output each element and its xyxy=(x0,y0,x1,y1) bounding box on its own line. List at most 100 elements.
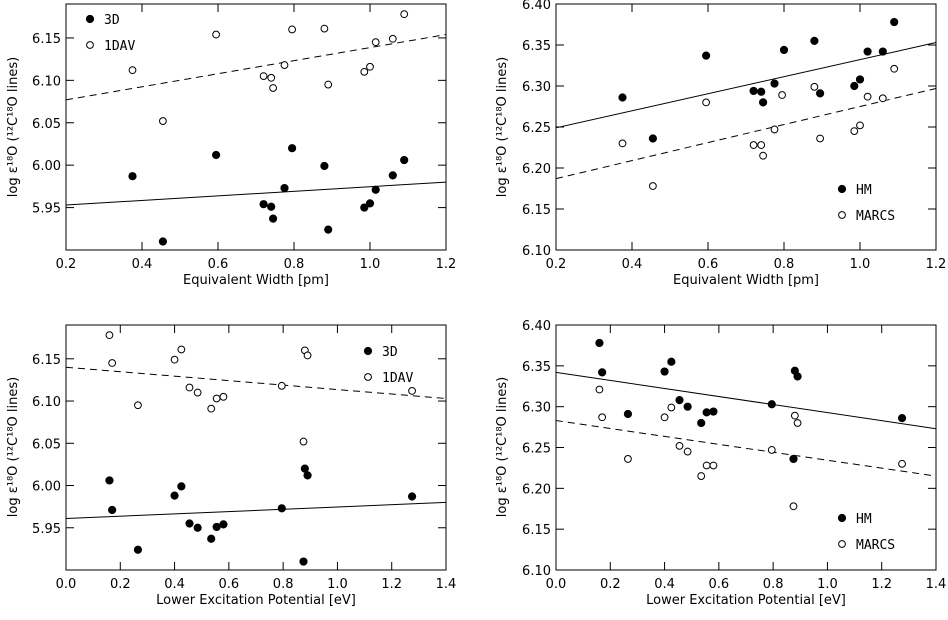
series-marcs xyxy=(555,385,937,511)
x-tick-label: 0.8 xyxy=(284,257,305,272)
data-point xyxy=(277,381,286,390)
data-point xyxy=(303,471,312,480)
data-point xyxy=(890,17,899,27)
data-point xyxy=(667,357,676,366)
y-tick-label: 6.30 xyxy=(522,80,551,95)
data-point xyxy=(159,117,167,125)
data-point xyxy=(365,199,375,208)
data-point xyxy=(595,338,604,348)
x-tick-label: 0.4 xyxy=(164,577,185,592)
fit-line xyxy=(555,371,937,430)
data-point xyxy=(288,25,297,34)
x-tick-label: 1.2 xyxy=(926,257,947,272)
data-point xyxy=(598,368,607,377)
data-point xyxy=(683,402,692,411)
data-point xyxy=(770,79,779,88)
x-tick-label: 1.2 xyxy=(871,577,892,592)
data-point xyxy=(185,519,194,528)
data-point xyxy=(300,464,309,473)
data-point xyxy=(660,413,669,422)
data-point xyxy=(133,545,143,554)
x-tick-label: 0.8 xyxy=(763,577,784,592)
x-tick-label: 0.6 xyxy=(709,577,730,592)
legend-marker xyxy=(838,540,846,548)
data-point xyxy=(749,141,758,149)
data-point xyxy=(400,155,409,165)
fit-line xyxy=(555,42,937,129)
y-tick-label: 5.95 xyxy=(32,522,61,537)
data-point xyxy=(177,345,186,354)
legend-marker xyxy=(837,513,847,523)
x-tick-label: 1.0 xyxy=(850,257,871,272)
x-tick-label: 0.6 xyxy=(208,257,229,272)
data-point xyxy=(299,437,308,446)
data-point xyxy=(878,47,887,56)
x-tick-label: 0.2 xyxy=(600,577,621,592)
x-axis-label: Equivalent Width [pm] xyxy=(183,273,329,288)
data-point xyxy=(890,64,899,73)
series-hm xyxy=(555,17,937,143)
data-point xyxy=(388,34,397,43)
data-point xyxy=(779,45,789,55)
data-point xyxy=(212,394,221,403)
x-tick-label: 1.2 xyxy=(381,577,402,592)
data-point xyxy=(702,51,711,60)
series-1dav xyxy=(65,331,447,446)
data-point xyxy=(360,203,369,212)
y-tick-label: 6.00 xyxy=(32,159,61,174)
data-point xyxy=(360,67,369,76)
x-axis-label: Lower Excitation Potential [eV] xyxy=(156,593,356,608)
data-point xyxy=(219,392,228,401)
y-tick-label: 6.15 xyxy=(32,32,61,47)
data-point xyxy=(618,139,627,148)
data-point xyxy=(193,523,202,532)
panel-4: 0.0 0.2 0.4 0.6 0.8 1.0 1.2 1.4 6.10 6.15 6.20 6.25… xyxy=(495,319,946,608)
data-point xyxy=(789,454,798,464)
x-tick-label: 1.0 xyxy=(360,257,381,272)
data-point xyxy=(299,557,308,566)
data-point xyxy=(856,121,864,130)
series-3d xyxy=(65,464,447,566)
x-tick-label: 0.0 xyxy=(56,577,77,592)
data-point xyxy=(170,355,179,364)
data-point xyxy=(177,482,186,491)
y-tick-label: 6.15 xyxy=(522,203,551,218)
data-point xyxy=(790,411,799,420)
data-point xyxy=(303,351,312,360)
data-point xyxy=(675,396,684,405)
y-tick-label: 6.20 xyxy=(522,482,551,497)
series-3d xyxy=(65,144,447,246)
data-point xyxy=(407,492,417,501)
data-point xyxy=(105,331,114,340)
data-point xyxy=(793,419,802,427)
data-point xyxy=(770,125,779,134)
data-point xyxy=(897,414,907,423)
data-point xyxy=(212,522,221,532)
x-tick-label: 0.4 xyxy=(622,257,643,272)
x-tick-label: 0.8 xyxy=(273,577,294,592)
data-point xyxy=(702,408,711,417)
data-point xyxy=(185,383,194,392)
data-point xyxy=(408,386,416,395)
data-point xyxy=(618,93,627,102)
fit-line xyxy=(65,34,447,101)
x-tick-label: 0.4 xyxy=(132,257,153,272)
y-tick-label: 6.10 xyxy=(522,244,551,259)
data-point xyxy=(863,92,872,101)
x-tick-label: 0.6 xyxy=(698,257,719,272)
series-marcs xyxy=(555,64,937,190)
legend-label: MARCS xyxy=(856,538,895,553)
x-tick-label: 1.0 xyxy=(817,577,838,592)
data-point xyxy=(816,89,825,98)
data-point xyxy=(697,472,706,480)
data-point xyxy=(595,385,604,394)
data-point xyxy=(624,455,632,463)
y-tick-label: 6.10 xyxy=(522,564,551,579)
data-point xyxy=(280,61,289,69)
data-point xyxy=(598,413,607,422)
data-point xyxy=(108,505,117,515)
fit-line xyxy=(555,87,937,180)
legend-marker xyxy=(85,14,95,24)
data-point xyxy=(388,171,397,180)
